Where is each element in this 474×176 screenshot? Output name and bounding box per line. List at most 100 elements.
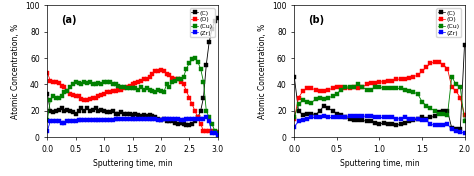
(Cu) [359, 86, 365, 88]
Y-axis label: Atomic Concentration, %: Atomic Concentration, % [11, 24, 20, 119]
(Zr) [104, 119, 110, 121]
(C) [343, 117, 348, 119]
(O) [292, 118, 297, 120]
(Cu) [351, 86, 357, 88]
(Zr) [402, 117, 408, 119]
(O) [84, 99, 90, 101]
(C) [215, 17, 220, 20]
(C) [398, 123, 403, 125]
(O) [79, 98, 84, 100]
(C) [372, 122, 378, 124]
(C) [449, 127, 455, 129]
(Zr) [440, 124, 446, 126]
(Zr) [393, 118, 399, 120]
(Zr) [359, 115, 365, 117]
(O) [453, 90, 459, 92]
X-axis label: Sputtering time, min: Sputtering time, min [93, 159, 173, 168]
(C) [381, 122, 386, 124]
(O) [432, 61, 438, 63]
(Cu) [45, 119, 50, 121]
(O) [215, 131, 220, 133]
(Cu) [330, 95, 336, 98]
(O) [389, 80, 395, 82]
Y-axis label: Atomic Concentration, %: Atomic Concentration, % [257, 24, 266, 119]
(O) [158, 69, 164, 71]
(O) [136, 81, 141, 83]
(Cu) [364, 89, 369, 91]
(Cu) [406, 90, 412, 92]
(C) [296, 110, 301, 112]
(O) [359, 86, 365, 88]
(Cu) [195, 61, 201, 63]
(Cu) [389, 87, 395, 89]
(O) [326, 89, 331, 91]
(C) [432, 115, 438, 117]
(O) [428, 62, 433, 64]
(Cu) [313, 98, 319, 100]
(Cu) [428, 107, 433, 109]
(Zr) [292, 126, 297, 128]
(O) [296, 97, 301, 99]
(O) [317, 90, 323, 92]
(O) [385, 80, 391, 82]
(Zr) [347, 115, 353, 117]
(Cu) [432, 110, 438, 112]
(Zr) [215, 134, 220, 136]
(Zr) [389, 117, 395, 119]
(Cu) [309, 102, 314, 104]
(C) [147, 114, 153, 116]
(O) [330, 87, 336, 89]
(C) [347, 118, 353, 120]
X-axis label: Sputtering time, min: Sputtering time, min [339, 159, 419, 168]
(Cu) [376, 86, 382, 88]
(Cu) [292, 117, 297, 119]
(O) [321, 90, 327, 92]
Text: (b): (b) [308, 14, 324, 24]
(Zr) [326, 117, 331, 119]
(O) [393, 78, 399, 80]
(Zr) [330, 117, 336, 119]
(Cu) [440, 112, 446, 115]
(C) [292, 76, 297, 78]
(O) [212, 131, 218, 133]
(Cu) [147, 89, 153, 91]
Line: (Cu): (Cu) [46, 56, 220, 135]
Line: (Zr): (Zr) [292, 114, 466, 135]
(C) [415, 118, 420, 120]
(C) [313, 114, 319, 116]
(Zr) [419, 119, 425, 121]
(O) [381, 81, 386, 83]
(C) [304, 112, 310, 115]
(C) [317, 110, 323, 112]
(O) [376, 81, 382, 83]
(C) [300, 114, 306, 116]
(Zr) [445, 123, 450, 125]
(O) [415, 74, 420, 76]
(Zr) [449, 128, 455, 130]
(O) [195, 117, 201, 119]
(C) [45, 93, 50, 95]
Line: (C): (C) [292, 43, 466, 131]
(Zr) [372, 117, 378, 119]
(Zr) [45, 130, 50, 132]
(C) [321, 105, 327, 107]
(Cu) [423, 105, 429, 107]
(Zr) [317, 117, 323, 119]
(Zr) [203, 117, 209, 119]
(Cu) [104, 81, 110, 83]
(O) [449, 86, 455, 88]
(Cu) [300, 99, 306, 101]
(O) [410, 76, 416, 78]
(C) [402, 122, 408, 124]
(C) [445, 110, 450, 112]
(Cu) [368, 89, 374, 91]
(Zr) [423, 119, 429, 121]
(C) [376, 123, 382, 125]
(C) [183, 124, 189, 126]
(Zr) [313, 117, 319, 119]
(C) [104, 111, 110, 113]
(Zr) [192, 118, 198, 120]
(Cu) [343, 86, 348, 88]
(C) [368, 120, 374, 122]
(O) [364, 83, 369, 86]
